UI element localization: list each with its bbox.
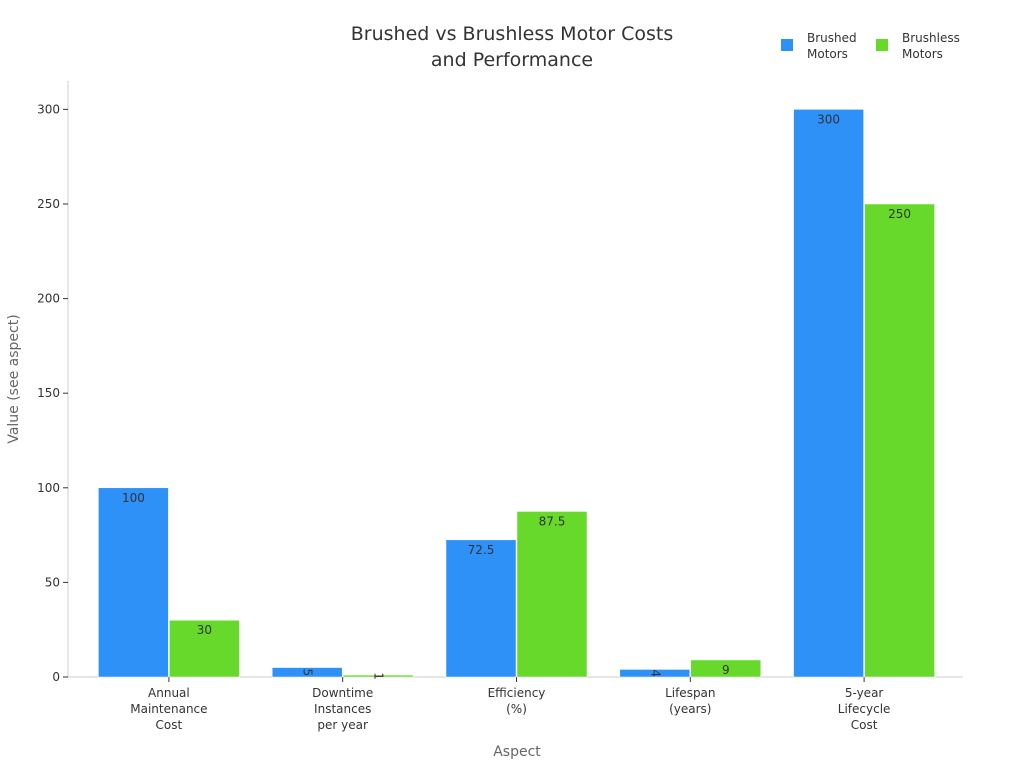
legend-swatch <box>876 39 888 51</box>
bar[interactable] <box>516 511 588 678</box>
bar[interactable] <box>98 487 169 678</box>
bar-value-label: 9 <box>722 663 730 677</box>
legend-label: Brushless <box>902 31 960 45</box>
legend-swatch <box>781 39 793 51</box>
bars <box>98 109 935 678</box>
x-tick-label: (years) <box>669 702 711 716</box>
y-tick-label: 150 <box>37 386 60 400</box>
bar-value-label: 250 <box>888 207 911 221</box>
bar[interactable] <box>793 109 864 678</box>
chart-title: Brushed vs Brushless Motor Costs and Perf… <box>351 23 674 71</box>
bar-value-label: 72.5 <box>468 543 495 557</box>
bar[interactable] <box>864 203 935 678</box>
legend-label: Brushed <box>807 31 857 45</box>
bar[interactable] <box>445 539 517 678</box>
bar-value-label: 1 <box>372 672 386 680</box>
x-axis-label: Aspect <box>493 744 541 760</box>
bar-value-label: 100 <box>122 491 145 505</box>
x-tick-label: Maintenance <box>130 702 207 716</box>
x-tick-label: Lifecycle <box>838 702 891 716</box>
x-tick-label: 5-year <box>845 686 884 700</box>
legend: Brushed Motors Brushless Motors <box>781 31 960 61</box>
x-tick-label: Downtime <box>312 686 373 700</box>
bar[interactable] <box>619 669 691 678</box>
y-axis-label: Value (see aspect) <box>6 314 22 443</box>
bar-value-label: 300 <box>817 112 840 126</box>
x-tick-label: Instances <box>314 702 371 716</box>
bar[interactable] <box>271 667 343 678</box>
x-tick-label: Annual <box>148 686 190 700</box>
y-tick-label: 250 <box>37 197 60 211</box>
chart-title-line: Brushed vs Brushless Motor Costs <box>351 23 674 45</box>
x-tick-label: Lifespan <box>665 686 715 700</box>
y-tick-label: 300 <box>37 102 60 116</box>
y-tick-label: 200 <box>37 292 60 306</box>
x-tick-label: Efficiency <box>488 686 546 700</box>
y-tick-label: 0 <box>52 670 60 684</box>
axes: 0 50 100 150 200 250 300 Value (see aspect) Aspe… <box>6 81 963 760</box>
bar-value-label: 87.5 <box>539 514 566 528</box>
bar-value-label: 5 <box>301 668 315 676</box>
bar[interactable] <box>342 674 414 678</box>
data-labels: 100 30 5 1 72.5 87.5 4 9 300 250 <box>122 112 911 679</box>
bar[interactable] <box>169 619 240 678</box>
legend-label: Motors <box>807 47 848 61</box>
x-tick-label: Cost <box>851 718 878 732</box>
y-tick-label: 50 <box>45 575 60 589</box>
y-tick-label: 100 <box>37 481 60 495</box>
x-tick-label: per year <box>317 718 368 732</box>
bar[interactable] <box>690 659 762 678</box>
chart-title-line: and Performance <box>431 49 593 71</box>
x-tick-label: Cost <box>156 718 183 732</box>
bar-value-label: 30 <box>197 623 212 637</box>
x-tick-label: (%) <box>506 702 527 716</box>
legend-label: Motors <box>902 47 943 61</box>
bar-value-label: 4 <box>648 669 662 677</box>
